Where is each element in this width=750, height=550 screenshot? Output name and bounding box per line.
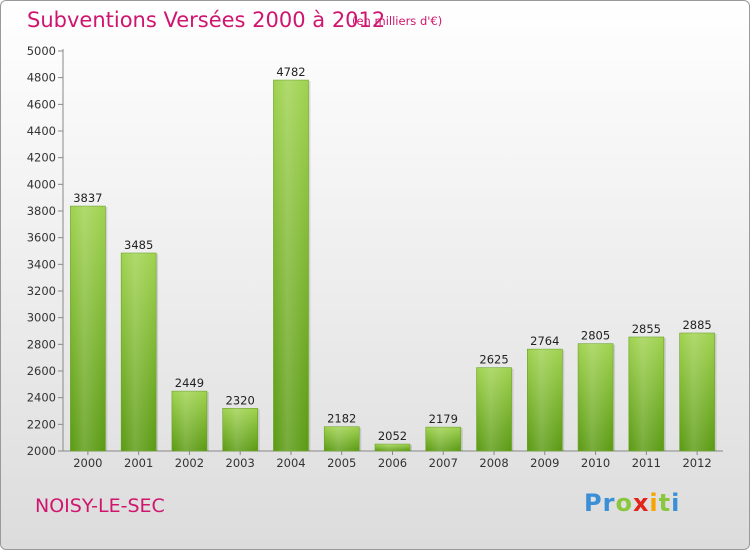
bar-highlight [527, 349, 563, 451]
data-label: 2625 [479, 353, 508, 367]
logo-letter: i [649, 489, 659, 517]
data-label: 2052 [378, 429, 407, 443]
x-tick-label: 2011 [632, 456, 661, 470]
logo-letter: x [632, 489, 650, 517]
bar-highlight [222, 408, 258, 451]
chart-subtitle: (en milliers d'€) [352, 14, 443, 28]
y-tick-label: 3800 [27, 204, 56, 218]
y-tick-label: 2400 [27, 391, 56, 405]
logo-letter: P [584, 489, 603, 517]
bar-highlight [273, 80, 309, 452]
x-tick-label: 2007 [429, 456, 458, 470]
logo-letter: i [671, 489, 681, 517]
x-tick-label: 2009 [530, 456, 559, 470]
y-tick-label: 3600 [27, 231, 56, 245]
bar-highlight [121, 253, 157, 451]
bar-highlight [679, 333, 715, 451]
data-label: 2885 [682, 318, 711, 332]
bar-highlight [324, 426, 360, 451]
bar-highlight [375, 444, 410, 451]
x-tick-label: 2010 [581, 456, 610, 470]
bar-highlight [628, 337, 664, 451]
data-label: 2805 [581, 329, 610, 343]
x-tick-label: 2006 [378, 456, 407, 470]
x-tick-label: 2008 [479, 456, 508, 470]
y-tick-label: 4600 [27, 97, 56, 111]
y-tick-label: 4800 [27, 71, 56, 85]
logo-letter: r [602, 489, 616, 517]
bar-highlight [425, 427, 461, 451]
logo-letter: o [615, 489, 633, 517]
x-tick-label: 2003 [226, 456, 255, 470]
x-tick-label: 2000 [73, 456, 102, 470]
y-tick-label: 2800 [27, 337, 56, 351]
y-tick-label: 4400 [27, 124, 56, 138]
data-label: 3485 [124, 238, 153, 252]
data-label: 2179 [429, 412, 458, 426]
chart-title: Subventions Versées 2000 à 2012 [27, 8, 386, 32]
y-tick-label: 4200 [27, 151, 56, 165]
y-tick-label: 3200 [27, 284, 56, 298]
data-label: 2182 [327, 412, 356, 426]
data-label: 2320 [226, 393, 255, 407]
y-tick-label: 2600 [27, 364, 56, 378]
x-tick-label: 2005 [327, 456, 356, 470]
y-tick-label: 4000 [27, 177, 56, 191]
y-tick-label: 2200 [27, 417, 56, 431]
bar-highlight [476, 367, 512, 451]
bar-highlight [70, 206, 106, 451]
x-tick-label: 2012 [682, 456, 711, 470]
data-label: 2449 [175, 376, 204, 390]
city-name: NOISY-LE-SEC [35, 495, 165, 517]
data-label: 3837 [73, 191, 102, 205]
data-label: 2764 [530, 334, 559, 348]
logo-letter: t [658, 489, 672, 517]
data-label: 2855 [632, 322, 661, 336]
y-tick-label: 2000 [27, 444, 56, 458]
proxiti-logo: Proxiti [584, 489, 680, 517]
x-tick-label: 2004 [276, 456, 305, 470]
data-label: 4782 [276, 65, 305, 79]
y-tick-label: 3000 [27, 311, 56, 325]
y-tick-label: 5000 [27, 44, 56, 58]
bar-highlight [171, 391, 207, 451]
x-tick-label: 2001 [124, 456, 153, 470]
y-tick-label: 3400 [27, 257, 56, 271]
x-tick-label: 2002 [175, 456, 204, 470]
bar-highlight [578, 343, 614, 451]
